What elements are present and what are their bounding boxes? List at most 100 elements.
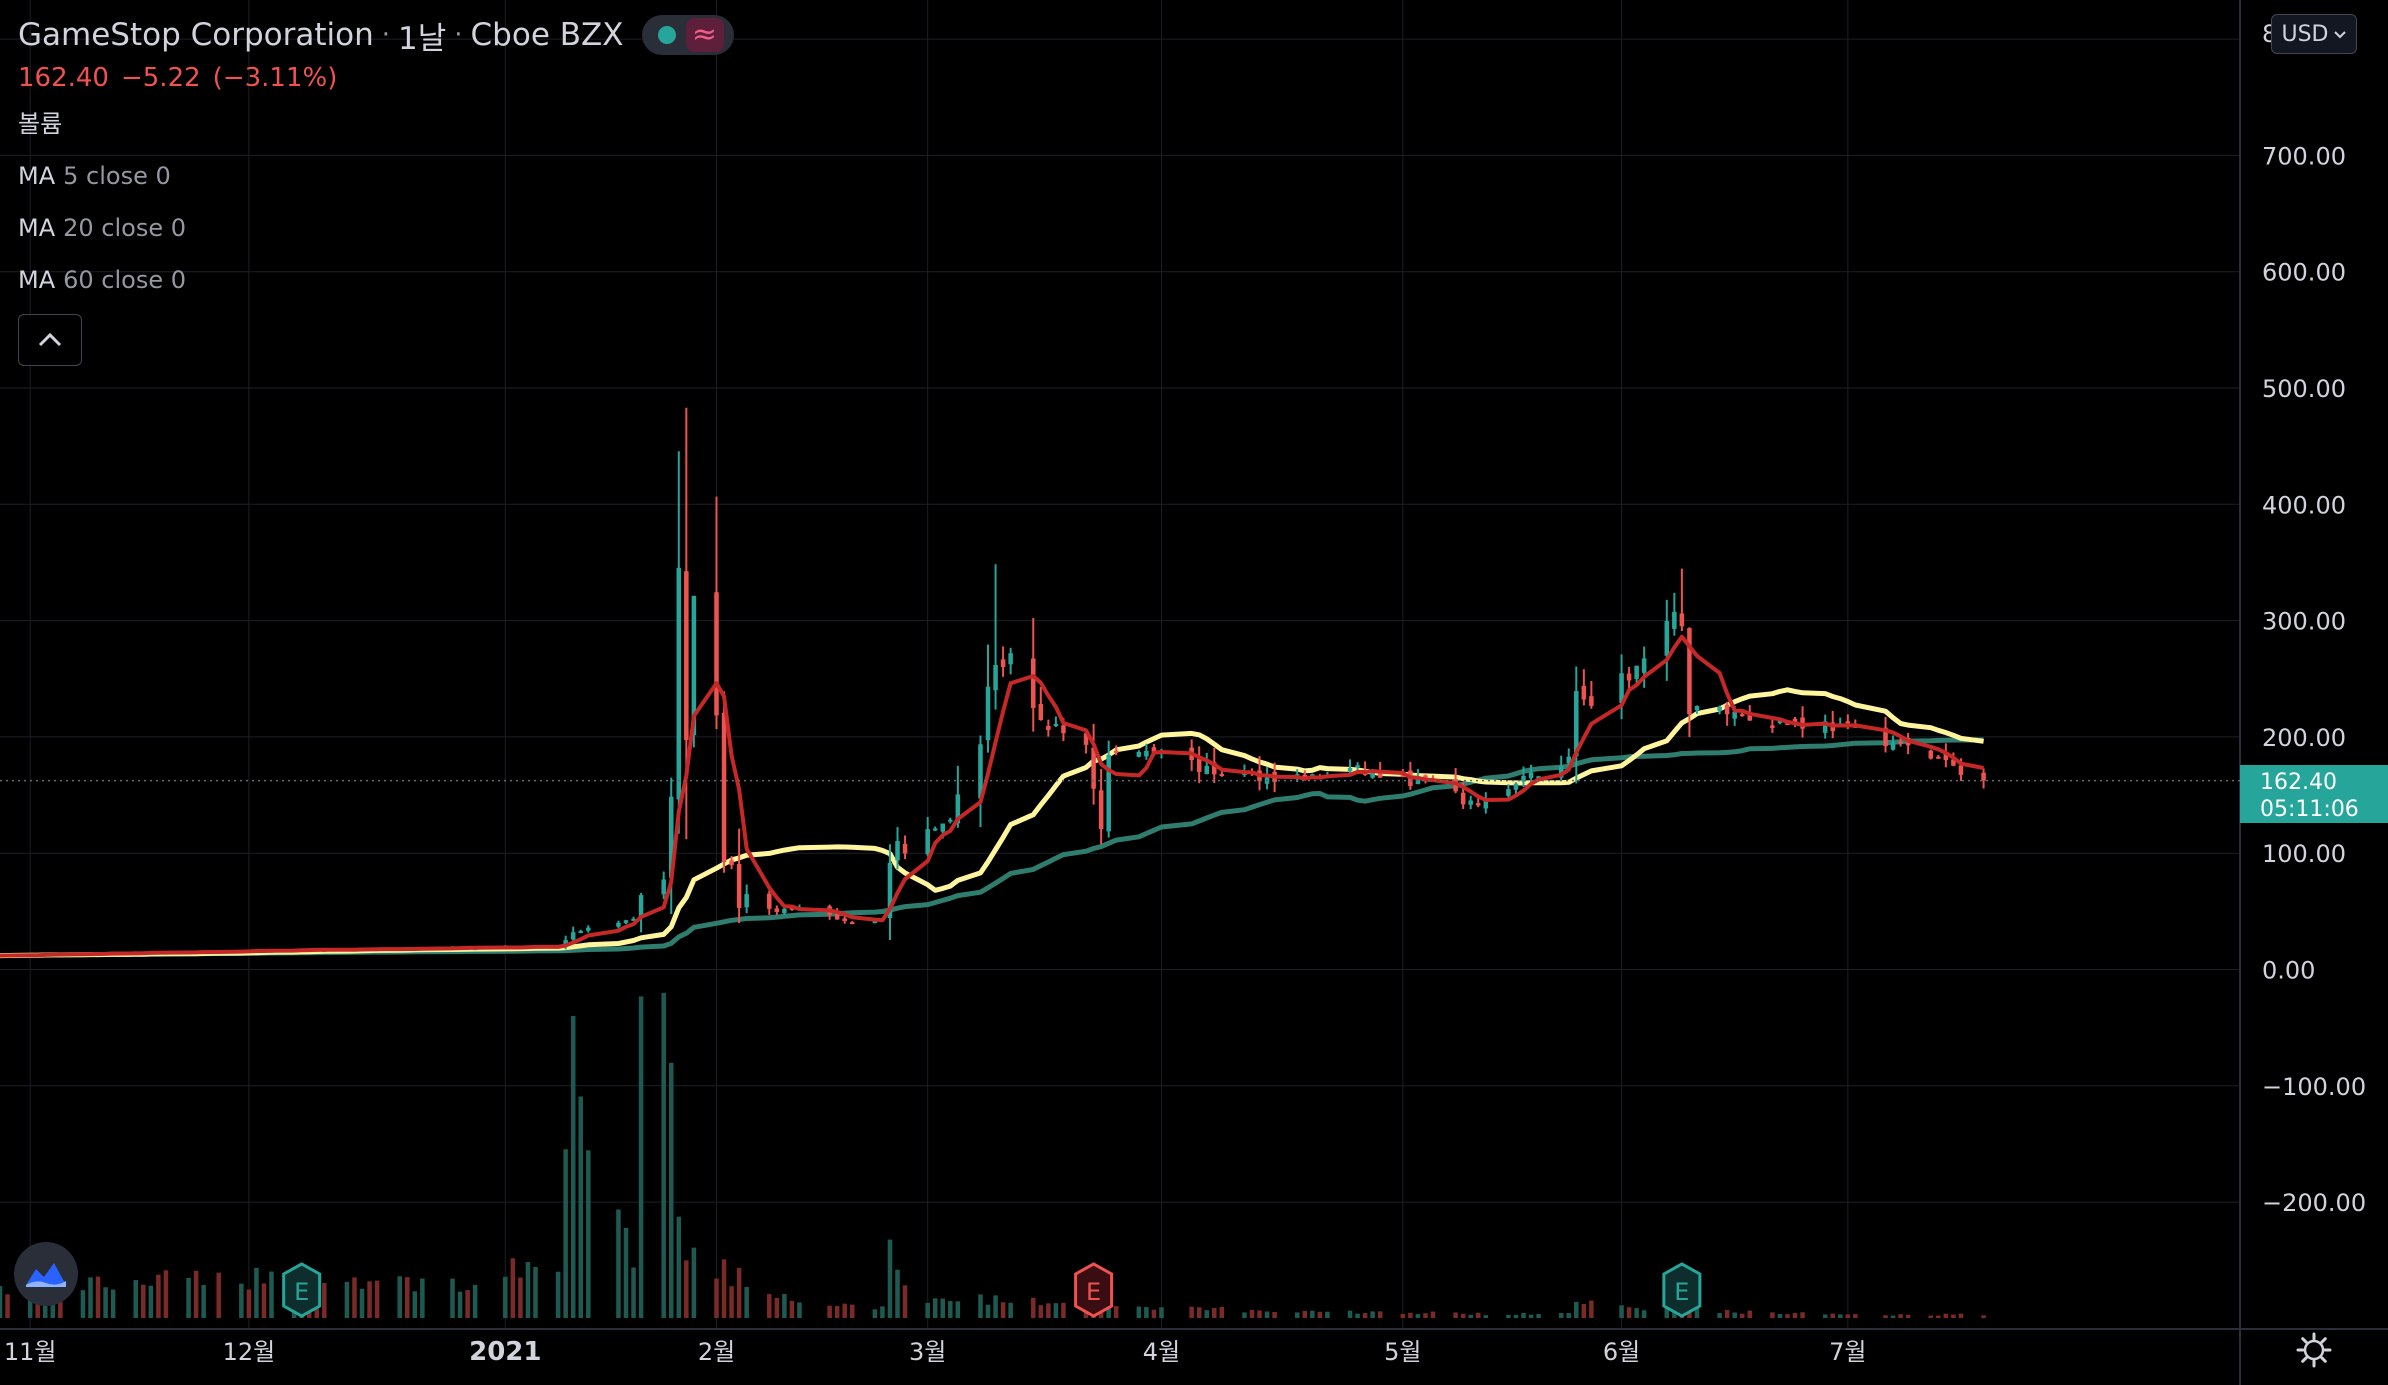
ma-path: [0, 687, 1984, 959]
candle: [1634, 665, 1639, 684]
volume-bar: [1528, 1314, 1534, 1318]
volume-bar: [1106, 1305, 1111, 1318]
candle: [1800, 706, 1805, 738]
gear-icon[interactable]: [2296, 1332, 2332, 1368]
indicator-ma-5[interactable]: MA 5 close 0: [18, 150, 734, 202]
market-status-pill[interactable]: ≈: [641, 15, 734, 55]
volume-bar: [684, 1260, 689, 1318]
earnings-marker[interactable]: E: [1074, 1262, 1114, 1318]
last-price-tag: 162.40 05:11:06: [2240, 765, 2388, 823]
volume-bar: [1008, 1302, 1013, 1318]
volume-bar: [344, 1281, 350, 1318]
interval-label[interactable]: 1날: [398, 20, 447, 57]
ma-20-line: [0, 687, 1984, 959]
time-axis[interactable]: 11월 12월 2021 2월 3월 4월 5월 6월 7월: [4, 1337, 1867, 1367]
candle: [1053, 716, 1059, 728]
volume-bar: [239, 1283, 244, 1318]
candle: [744, 884, 749, 914]
volume-bar: [676, 1216, 682, 1318]
indicator-params: 5 close 0: [63, 162, 171, 190]
candle: [1038, 686, 1044, 721]
volume-bar: [1317, 1311, 1323, 1318]
volume-bar: [472, 1284, 478, 1318]
price-axis[interactable]: 700.00 600.00 500.00 400.00 300.00 200.00 100.…: [2262, 142, 2366, 1217]
candle: [1672, 592, 1677, 636]
volume-bar: [948, 1301, 953, 1318]
volume-bar: [721, 1259, 727, 1318]
volume-bar: [1785, 1314, 1790, 1318]
volume-bar: [1739, 1313, 1745, 1318]
volume-bar: [1589, 1300, 1594, 1318]
candle: [1890, 735, 1896, 751]
candle: [1943, 743, 1949, 768]
volume-bar: [1430, 1311, 1436, 1318]
volume-bar: [631, 1267, 636, 1318]
indicator-ma-20[interactable]: MA 20 close 0: [18, 202, 734, 254]
market-open-dot-icon: [657, 26, 676, 44]
candle: [1822, 714, 1828, 739]
volume-bar: [5, 1294, 10, 1318]
volume-bar: [503, 1276, 508, 1318]
volume-bar: [925, 1302, 930, 1318]
volume-bar: [1302, 1310, 1308, 1318]
separator: ·: [454, 20, 463, 50]
collapse-legend-button[interactable]: [18, 314, 82, 366]
volume-bar: [1053, 1303, 1059, 1318]
candle: [1091, 723, 1096, 805]
volume-bar: [1905, 1314, 1911, 1318]
candle: [948, 817, 953, 824]
candle: [1581, 669, 1587, 706]
candle: [1144, 743, 1149, 760]
volume-bar: [412, 1291, 418, 1318]
candle: [1905, 732, 1911, 755]
volume-bar: [1272, 1311, 1277, 1318]
symbol-header[interactable]: GameStop Corporation · 1날 · Cboe BZX ≈: [18, 12, 734, 58]
symbol-name[interactable]: GameStop Corporation: [18, 17, 374, 53]
volume-bar: [1581, 1303, 1587, 1318]
price-change: −5.22: [120, 63, 201, 93]
price-tick-label: −100.00: [2262, 1073, 2366, 1101]
volume-bar: [322, 1282, 327, 1318]
candle: [1000, 646, 1006, 677]
volume-bar: [1212, 1307, 1217, 1318]
volume-bar: [525, 1262, 531, 1318]
candle: [1347, 759, 1353, 775]
candle: [1204, 752, 1209, 775]
price-tick-label: 700.00: [2262, 142, 2346, 170]
volume-bar: [148, 1285, 154, 1318]
volume-bar: [638, 996, 644, 1318]
currency-dropdown[interactable]: USD: [2271, 14, 2357, 54]
candle: [1136, 750, 1142, 758]
earnings-marker[interactable]: E: [1662, 1262, 1702, 1318]
volume-bar: [789, 1300, 795, 1318]
candle: [1589, 681, 1594, 709]
volume-bar: [563, 1149, 568, 1318]
candle: [1664, 599, 1670, 681]
exchange-label[interactable]: Cboe BZX: [470, 17, 624, 53]
volume-bar: [95, 1276, 101, 1318]
volume-bar: [623, 1227, 629, 1318]
volume-bar: [872, 1309, 878, 1318]
earnings-label: E: [1674, 1278, 1689, 1306]
volume-bar: [1717, 1313, 1722, 1318]
quote-row: 162.40 −5.22 (−3.11%): [18, 58, 734, 98]
volume-bar: [367, 1281, 372, 1318]
volume-bar: [1294, 1312, 1300, 1318]
earnings-marker[interactable]: E: [282, 1262, 322, 1318]
candle: [631, 916, 636, 921]
separator: ·: [381, 20, 391, 50]
volume-bar: [985, 1304, 991, 1318]
candle: [887, 844, 893, 940]
indicator-volume[interactable]: 볼륨: [18, 98, 734, 150]
candle: [1113, 745, 1119, 756]
tradingview-logo-icon[interactable]: [14, 1242, 78, 1306]
volume-bar: [1898, 1314, 1903, 1318]
indicator-ma-60[interactable]: MA 60 close 0: [18, 254, 734, 306]
chart-legend: GameStop Corporation · 1날 · Cboe BZX ≈ 1…: [18, 12, 734, 306]
time-tick-label: 2월: [698, 1338, 735, 1366]
candle: [1046, 719, 1051, 737]
wave-icon: ≈: [685, 18, 724, 52]
candle: [842, 915, 847, 924]
volume-bar: [1000, 1302, 1006, 1318]
